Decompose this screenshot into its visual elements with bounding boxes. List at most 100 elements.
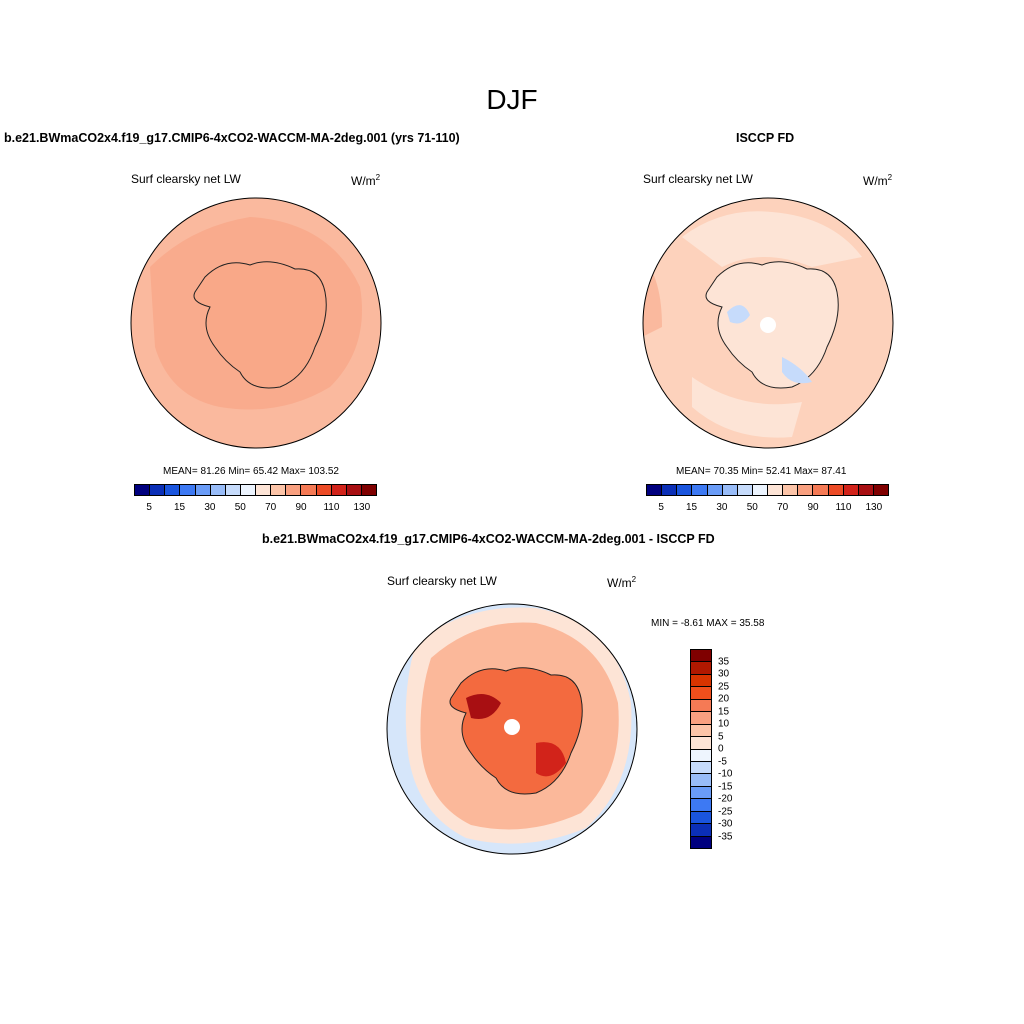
diff-colorbar-tick-label: -30 <box>718 818 733 830</box>
obs-colorbar-tick-label: 50 <box>746 502 758 513</box>
model-colorbar-swatch <box>346 485 362 495</box>
model-colorbar-swatch <box>150 485 166 495</box>
diff-colorbar-swatch <box>691 699 711 713</box>
diff-colorbar <box>690 649 712 849</box>
diff-colorbar-tick-label: 10 <box>718 718 730 730</box>
obs-colorbar-tick-label: 5 <box>658 502 664 513</box>
diff-colorbar-swatch <box>691 712 711 725</box>
obs-colorbar-swatch <box>662 485 678 495</box>
model-colorbar-tick-label: 5 <box>146 502 152 513</box>
obs-colorbar-tick-label: 15 <box>686 502 698 513</box>
diff-colorbar-swatch <box>691 774 711 787</box>
diff-colorbar-swatch <box>691 824 711 837</box>
diff-pole-hole <box>504 719 520 735</box>
model-colorbar-tick-label: 70 <box>265 502 277 513</box>
model-colorbar-swatch <box>210 485 226 495</box>
model-polar-map <box>130 197 382 449</box>
obs-colorbar-swatch <box>722 485 738 495</box>
diff-strong-patch-east <box>536 742 566 777</box>
diff-polar-map <box>386 603 638 855</box>
model-colorbar-swatch <box>135 485 151 495</box>
obs-cold-patch-south <box>782 357 812 384</box>
model-colorbar-tick-label: 30 <box>204 502 216 513</box>
diff-colorbar-tick-label: 20 <box>718 693 730 705</box>
diff-units-label: W/m2 <box>607 575 637 590</box>
diff-colorbar-swatch <box>691 650 711 663</box>
model-colorbar-tick-label: 15 <box>174 502 186 513</box>
diff-colorbar-tick-label: 30 <box>718 668 730 680</box>
diff-colorbar-tick-label: -5 <box>718 756 727 767</box>
obs-colorbar-swatch <box>737 485 753 495</box>
diff-colorbar-tick-label: 5 <box>718 731 724 742</box>
diff-colorbar-tick-label: -20 <box>718 793 733 805</box>
model-variable-label: Surf clearsky net LW <box>131 172 241 186</box>
model-colorbar-swatch <box>271 485 287 495</box>
model-colorbar-tick-label: 130 <box>353 502 371 513</box>
model-colorbar <box>134 484 377 496</box>
obs-colorbar-tick-label: 110 <box>835 502 852 513</box>
model-colorbar-swatch <box>361 485 376 495</box>
model-colorbar-swatch <box>256 485 272 495</box>
obs-pole-hole <box>760 317 776 333</box>
diff-colorbar-swatch <box>691 786 711 800</box>
obs-low-region-north <box>682 211 862 267</box>
diff-colorbar-tick-label: -10 <box>718 768 733 780</box>
model-antarctica-land <box>193 261 327 389</box>
diff-colorbar-swatch <box>691 749 711 762</box>
model-colorbar-swatch <box>331 485 347 495</box>
diff-colorbar-tick-label: 15 <box>718 706 730 717</box>
diff-colorbar-tick-label: 25 <box>718 681 730 692</box>
diff-colorbar-tick-label: -25 <box>718 806 733 817</box>
obs-stats: MEAN= 70.35 Min= 52.41 Max= 87.41 <box>676 466 847 477</box>
obs-cold-patch-west <box>727 305 750 324</box>
model-colorbar-swatch <box>195 485 211 495</box>
diff-colorbar-swatch <box>691 836 711 848</box>
obs-colorbar-swatch <box>768 485 784 495</box>
obs-colorbar-swatch <box>692 485 708 495</box>
diff-colorbar-tick-label: -15 <box>718 781 733 792</box>
obs-colorbar-swatch <box>828 485 844 495</box>
model-colorbar-swatch <box>316 485 332 495</box>
model-colorbar-tick-label: 90 <box>295 502 307 513</box>
diff-colorbar-tick-label: 0 <box>718 743 724 755</box>
obs-colorbar-swatch <box>873 485 888 495</box>
obs-units-label: W/m2 <box>863 173 893 188</box>
obs-colorbar-tick-label: 70 <box>777 502 789 513</box>
diff-colorbar-swatch <box>691 761 711 775</box>
obs-colorbar-swatch <box>783 485 799 495</box>
obs-colorbar-swatch <box>813 485 829 495</box>
obs-colorbar-swatch <box>858 485 874 495</box>
model-panel-title: b.e21.BWmaCO2x4.f19_g17.CMIP6-4xCO2-WACC… <box>4 131 460 145</box>
model-colorbar-swatch <box>240 485 256 495</box>
obs-colorbar-tick-label: 30 <box>716 502 728 513</box>
diff-colorbar-swatch <box>691 799 711 812</box>
obs-colorbar-swatch <box>798 485 814 495</box>
diff-stats: MIN = -8.61 MAX = 35.58 <box>651 618 765 629</box>
figure-title: DJF <box>486 84 538 115</box>
diff-colorbar-swatch <box>691 674 711 688</box>
obs-polar-map <box>642 197 894 449</box>
model-colorbar-swatch <box>225 485 241 495</box>
model-colorbar-tick-label: 50 <box>234 502 246 513</box>
model-colorbar-swatch <box>301 485 317 495</box>
obs-colorbar <box>646 484 889 496</box>
model-colorbar-swatch <box>286 485 302 495</box>
model-units-label: W/m2 <box>351 173 381 188</box>
obs-colorbar-tick-label: 90 <box>807 502 819 513</box>
obs-colorbar-swatch <box>677 485 693 495</box>
diff-colorbar-swatch <box>691 687 711 700</box>
model-colorbar-swatch <box>165 485 181 495</box>
obs-panel-title: ISCCP FD <box>736 131 795 145</box>
obs-colorbar-swatch <box>707 485 723 495</box>
diff-colorbar-swatch <box>691 737 711 750</box>
model-stats: MEAN= 81.26 Min= 65.42 Max= 103.52 <box>163 466 339 477</box>
diff-variable-label: Surf clearsky net LW <box>387 574 497 588</box>
diff-colorbar-swatch <box>691 724 711 738</box>
model-colorbar-swatch <box>180 485 196 495</box>
obs-colorbar-tick-label: 130 <box>865 502 883 513</box>
model-colorbar-tick-label: 110 <box>323 502 340 513</box>
obs-colorbar-swatch <box>647 485 663 495</box>
diff-panel-title: b.e21.BWmaCO2x4.f19_g17.CMIP6-4xCO2-WACC… <box>262 532 715 546</box>
diff-colorbar-tick-label: -35 <box>718 831 733 842</box>
diff-colorbar-swatch <box>691 811 711 825</box>
